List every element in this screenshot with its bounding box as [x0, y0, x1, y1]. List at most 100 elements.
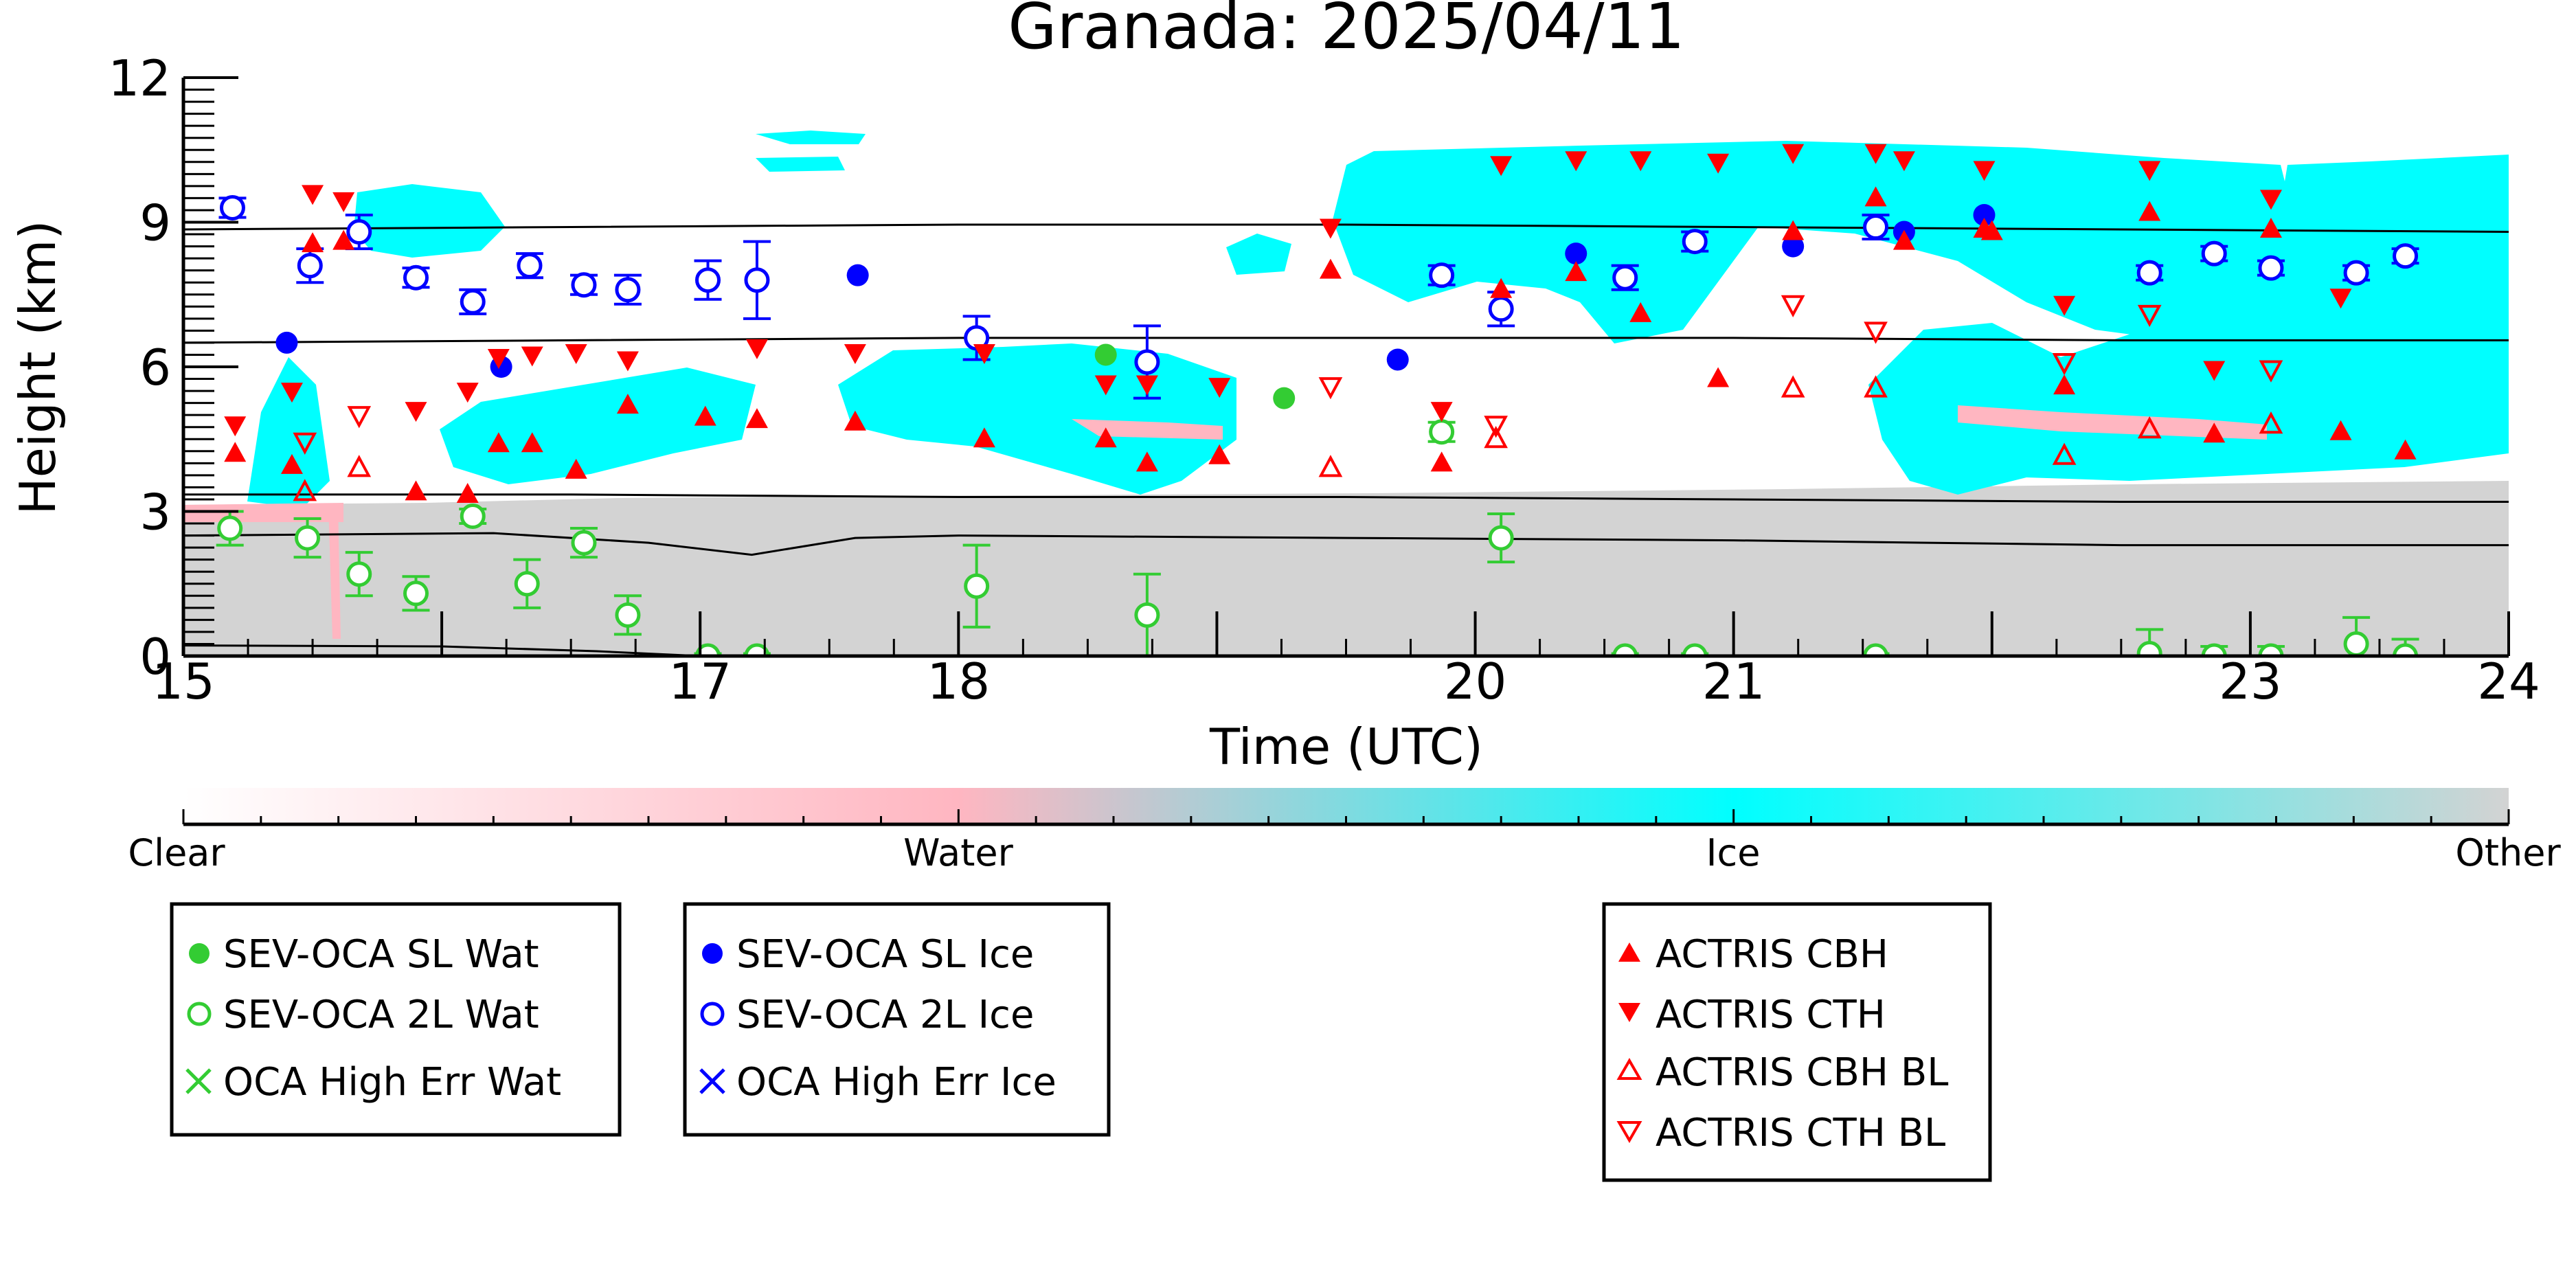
point-8-8 — [2259, 411, 2283, 434]
water-layer-3 — [183, 503, 343, 522]
point-6-10 — [694, 405, 716, 426]
y-tick-label-12: 12 — [108, 49, 171, 107]
point-4-20 — [2343, 260, 2369, 286]
point-6-19 — [1490, 278, 1513, 298]
point-4-0 — [219, 194, 245, 221]
legend-2l-wat-marker — [187, 1002, 212, 1026]
point-7-15 — [1208, 378, 1231, 398]
point-4-16 — [1863, 214, 1889, 240]
legend-sl-wat-marker — [189, 943, 210, 964]
legend-2l-ice-marker — [700, 1002, 725, 1026]
ice-region-small-3 — [1226, 234, 1291, 275]
point-6-1 — [280, 453, 303, 474]
water-layer-2 — [1958, 405, 2267, 440]
y-tick-label-6: 6 — [139, 339, 171, 396]
point-4-5 — [517, 253, 543, 279]
point-7-27 — [2138, 161, 2161, 181]
point-7-11 — [844, 343, 866, 364]
point-1-20 — [2343, 631, 2369, 656]
legend-actris: ACTRIS CBH ACTRIS CTH ACTRIS CBH BL ACTR… — [1602, 902, 1992, 1182]
reference-lines — [183, 223, 2509, 656]
point-8-7 — [2137, 416, 2162, 439]
point-6-12 — [844, 410, 866, 431]
legend-cbh-bl-marker — [1616, 1057, 1642, 1080]
point-7-20 — [1629, 151, 1652, 172]
legend-water: SEV-OCA SL Wat SEV-OCA 2L Wat OCA High E… — [170, 902, 622, 1137]
series-sev-oca-2l-wat — [216, 419, 2419, 656]
ice-region-left — [247, 357, 330, 508]
point-6-32 — [2329, 420, 2352, 440]
point-4-12 — [1429, 262, 1455, 289]
legend-sl-ice-marker — [702, 943, 723, 964]
point-4-14 — [1612, 264, 1638, 291]
point-7-9 — [616, 351, 639, 372]
point-1-9 — [744, 643, 770, 656]
point-6-28 — [2053, 374, 2076, 395]
ice-region-right — [1868, 155, 2509, 495]
point-7-16 — [1319, 218, 1342, 239]
x-tick-label-17: 17 — [668, 653, 732, 710]
legend-2l-wat-label: SEV-OCA 2L Wat — [223, 993, 539, 1037]
point-4-17 — [2136, 260, 2162, 286]
point-7-12 — [973, 343, 995, 364]
point-6-20 — [1565, 261, 1588, 282]
phase-mask — [183, 131, 2509, 656]
legend-higherr-wat-marker — [185, 1068, 212, 1094]
point-1-8 — [695, 643, 721, 656]
reference-line-3 — [183, 532, 2509, 556]
point-6-23 — [1782, 220, 1805, 240]
point-8-1 — [347, 455, 372, 477]
point-7-29 — [2259, 190, 2282, 210]
point-6-16 — [1208, 444, 1231, 464]
point-4-9 — [744, 267, 770, 293]
point-6-27 — [1980, 220, 2003, 240]
point-8-4 — [1781, 375, 1805, 398]
point-6-14 — [1094, 427, 1117, 448]
legend-cbh-bl-label: ACTRIS CBH BL — [1656, 1050, 1948, 1095]
legend-sl-wat-label: SEV-OCA SL Wat — [223, 932, 539, 977]
point-9-6 — [2052, 352, 2077, 376]
point-8-6 — [2052, 442, 2077, 465]
point-7-18 — [1490, 156, 1513, 177]
point-4-6 — [571, 272, 597, 298]
point-1-2 — [346, 561, 372, 587]
point-6-18 — [1430, 451, 1453, 472]
point-7-13 — [1094, 375, 1117, 396]
point-1-18 — [2201, 643, 2227, 656]
point-4-18 — [2201, 240, 2227, 267]
point-6-2 — [302, 232, 324, 253]
point-4-1 — [297, 253, 323, 279]
legend-cth-marker — [1618, 1003, 1640, 1022]
point-6-30 — [2203, 422, 2226, 443]
x-axis-label: Time (UTC) — [1209, 718, 1483, 776]
point-4-3 — [403, 264, 429, 291]
point-6-25 — [1893, 229, 1915, 250]
point-7-30 — [2329, 289, 2352, 309]
y-tick-label-3: 3 — [139, 484, 171, 541]
series-sev-oca-sl-ice — [275, 203, 1996, 378]
point-9-5 — [1864, 321, 1888, 344]
point-6-5 — [456, 482, 479, 503]
point-6-29 — [2138, 201, 2161, 221]
y-axis-label: Height (km) — [9, 221, 67, 515]
point-3-2 — [846, 264, 869, 286]
point-4-8 — [695, 267, 721, 293]
ice-region-small-2 — [756, 157, 845, 172]
point-1-16 — [1863, 643, 1889, 656]
point-6-11 — [745, 408, 768, 429]
x-tick-label-21: 21 — [1702, 653, 1765, 710]
point-1-12 — [1429, 419, 1455, 445]
point-6-0 — [224, 442, 247, 462]
point-7-8 — [565, 343, 587, 364]
point-1-21 — [2393, 643, 2419, 656]
series-sev-oca-sl-wat — [1094, 343, 1296, 409]
legend-cth-bl-label: ACTRIS CTH BL — [1656, 1111, 1945, 1155]
legend-higherr-ice-marker — [699, 1068, 725, 1094]
point-7-26 — [2053, 295, 2076, 316]
point-9-2 — [1318, 377, 1343, 400]
point-9-7 — [2137, 304, 2162, 328]
point-6-7 — [521, 432, 543, 453]
series-actris-cth — [224, 144, 2352, 437]
point-1-17 — [2136, 640, 2162, 656]
